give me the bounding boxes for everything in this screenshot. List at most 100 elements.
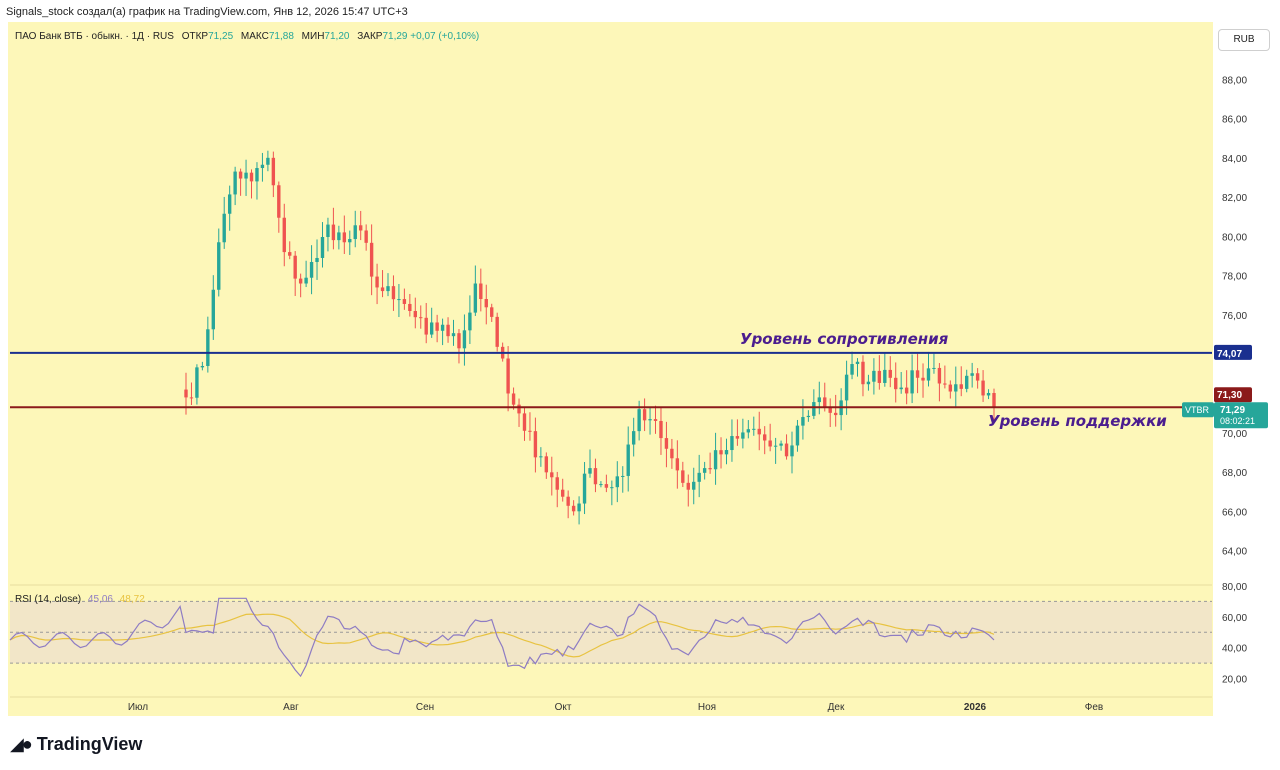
candle-body [626, 444, 630, 476]
candle-body [282, 217, 286, 253]
candle-body [615, 476, 619, 488]
candle-body [806, 415, 811, 418]
candle-body [746, 429, 751, 433]
candle-body [599, 484, 603, 486]
candle-body [724, 450, 729, 455]
currency-button[interactable]: RUB [1218, 29, 1270, 51]
candle-body [910, 370, 914, 394]
candle-body [970, 373, 974, 376]
candle-body [424, 317, 428, 335]
price-tick-label: 86,00 [1222, 115, 1247, 126]
candle-body [211, 289, 215, 330]
rsi-label[interactable]: RSI (14, close) [15, 594, 82, 605]
time-tick-label: Фев [1085, 702, 1103, 713]
close-value: 71,29 [382, 31, 408, 42]
candle-body [561, 489, 565, 497]
candle-body [533, 431, 538, 458]
price-tick-label: 78,00 [1222, 272, 1247, 283]
candle-body [768, 440, 772, 447]
candle-body [817, 397, 821, 403]
candle-body [222, 213, 226, 243]
candle-body [795, 425, 800, 446]
candle-body [304, 277, 308, 284]
support-price-text: 71,30 [1217, 390, 1242, 401]
candle-body [408, 303, 412, 311]
low-value: 71,20 [324, 31, 350, 42]
candle-body [266, 157, 270, 165]
candle-body [255, 168, 259, 182]
price-tick-label: 80,00 [1222, 232, 1247, 243]
tv-logo-icon: ◢● [10, 734, 33, 754]
candle-body [948, 384, 953, 392]
rsi-tick-label: 20,00 [1222, 675, 1247, 686]
price-tick-label: 70,00 [1222, 429, 1247, 440]
candle-body [206, 329, 210, 366]
candle-body [555, 477, 559, 490]
candle-body [227, 194, 232, 214]
candle-body [877, 370, 882, 383]
candle-body [440, 324, 445, 331]
rsi-ma-line [9, 613, 995, 658]
candle-body [348, 239, 352, 243]
time-tick-label: Окт [555, 702, 572, 713]
candle-body [217, 242, 221, 290]
candle-body [812, 402, 816, 416]
candle-body [975, 373, 980, 381]
candle-body [681, 470, 685, 483]
price-tick-label: 88,00 [1222, 75, 1247, 86]
rsi-tick-label: 40,00 [1222, 644, 1247, 655]
candle-body [522, 413, 527, 431]
high-label: МАКС [240, 31, 269, 42]
ohlc-legend: ПАО Банк ВТБ · обыкн. · 1Д · RUS ОТКР71,… [15, 31, 479, 42]
candle-body [364, 230, 368, 243]
candle-body [571, 505, 576, 512]
candle-body [539, 456, 543, 458]
candle-body [184, 389, 188, 398]
candle-body [850, 364, 854, 375]
candle-body [479, 283, 483, 300]
candle-body [511, 393, 516, 405]
candle-body [577, 503, 581, 512]
candle-body [588, 468, 592, 474]
price-tick-label: 84,00 [1222, 154, 1247, 165]
resistance-price-text: 74,07 [1217, 349, 1242, 360]
chart-header: Signals_stock создал(а) график на Tradin… [6, 6, 408, 18]
candle-body [773, 445, 778, 447]
candle-body [702, 468, 707, 473]
candle-body [342, 232, 347, 243]
candle-body [763, 434, 767, 441]
candle-body [899, 387, 903, 390]
candle-body [833, 412, 838, 416]
candle-body [544, 456, 549, 473]
price-tick-label: 82,00 [1222, 193, 1247, 204]
candle-body [823, 397, 827, 407]
candle-body [992, 392, 996, 408]
candle-body [473, 283, 478, 313]
price-axis-panel [1213, 22, 1272, 716]
candle-body [462, 330, 467, 349]
candle-body [757, 428, 761, 435]
support-annotation: Уровень поддержки [988, 412, 1167, 430]
candle-body [353, 225, 357, 240]
candle-body [675, 458, 680, 471]
candle-body [937, 367, 942, 384]
high-value: 71,88 [268, 31, 294, 42]
candle-body [380, 287, 385, 292]
candle-body [550, 472, 554, 478]
candle-body [566, 496, 570, 506]
rsi-legend: RSI (14, close) 45,06 48,72 [15, 594, 145, 605]
candle-body [959, 384, 963, 389]
rsi-tick-label: 80,00 [1222, 582, 1247, 593]
price-tick-label: 68,00 [1222, 468, 1247, 479]
time-tick-label: Сен [416, 702, 434, 713]
tradingview-logo[interactable]: ◢● TradingView [10, 734, 142, 755]
candle-body [943, 383, 947, 385]
time-tick-label: Ноя [698, 702, 716, 713]
candle-body [326, 224, 330, 238]
candle-body [894, 377, 898, 390]
rsi-value: 45,06 [87, 594, 113, 605]
symbol-label[interactable]: ПАО Банк ВТБ · обыкн. · 1Д · RUS [15, 31, 174, 42]
candle-body [861, 361, 865, 385]
candle-body [986, 392, 991, 396]
